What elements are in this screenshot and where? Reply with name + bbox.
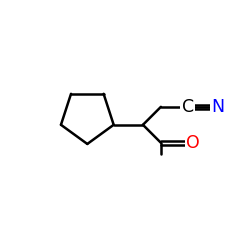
Text: O: O — [186, 134, 200, 152]
Text: N: N — [211, 98, 224, 116]
Text: C: C — [182, 98, 194, 116]
